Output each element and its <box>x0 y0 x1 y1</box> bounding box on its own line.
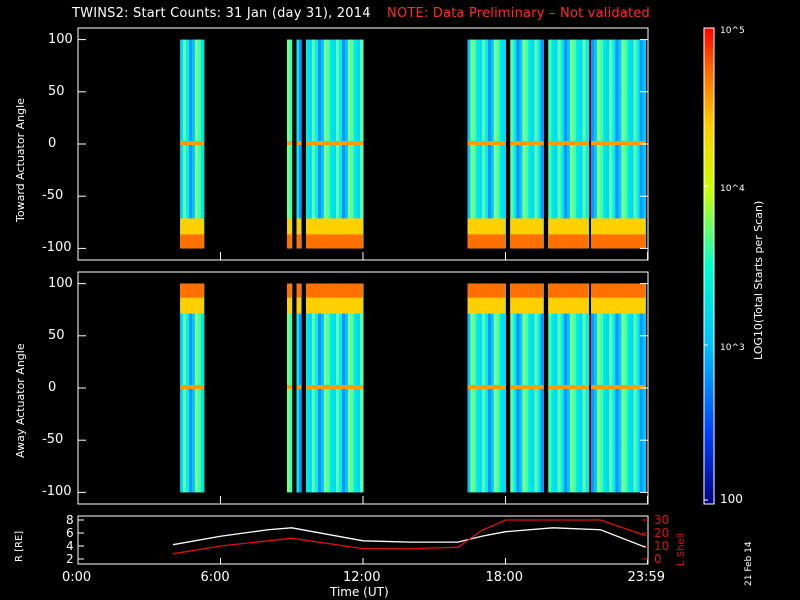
colorbar-tick-label: 10^3 <box>720 343 745 353</box>
y-tick-label: 100 <box>48 31 73 47</box>
orbit-r-tick-label: 6 <box>66 526 74 540</box>
orbit-l-tick-label: 0 <box>654 552 662 566</box>
colorbar-tick-label: 100 <box>720 492 743 506</box>
date-stamp: 21 Feb 14 <box>744 541 754 586</box>
orbit-l-tick-label: 30 <box>654 513 670 527</box>
colorbar-tick-label: 10^5 <box>720 26 745 36</box>
x-tick-label: 18:00 <box>485 570 523 585</box>
y-tick-label: -100 <box>42 484 72 500</box>
r-line <box>172 527 646 548</box>
heatmap-cell <box>296 234 302 249</box>
heatmap-cell <box>591 385 646 389</box>
orbit-l-tick-label: 10 <box>654 539 670 553</box>
heatmap-cell <box>180 283 204 298</box>
r-label: R [RE] <box>14 530 25 562</box>
heatmap-cell <box>296 218 302 249</box>
x-tick-label: 0:00 <box>62 570 92 585</box>
x-tick-label: 23:59 <box>627 570 665 585</box>
y-tick-label: -100 <box>42 240 72 256</box>
heatmap-cell <box>287 141 292 145</box>
toward-ylabel: Toward Actuator Angle <box>14 98 27 222</box>
heatmap-cell <box>296 141 302 145</box>
orbit-r-tick-label: 8 <box>66 513 74 527</box>
heatmap-cell <box>287 283 292 314</box>
y-tick-label: -50 <box>42 188 64 204</box>
heatmap-cell <box>287 283 292 298</box>
y-tick-label: 0 <box>48 380 57 395</box>
x-axis-label: Time (UT) <box>330 585 389 599</box>
orbit-panel-frame <box>77 515 649 565</box>
orbit-r-tick-label: 4 <box>66 539 74 553</box>
y-tick-label: -50 <box>42 432 64 448</box>
heatmap-cell <box>510 234 544 249</box>
colorbar-tick-label: 10^4 <box>720 184 745 194</box>
heatmap-cell <box>548 283 589 298</box>
heatmap-cell <box>296 283 302 314</box>
heatmap-cell <box>180 385 204 389</box>
title-text: TWINS2: Start Counts: 31 Jan (day 31), 2… <box>72 6 371 21</box>
y-tick-label: 50 <box>48 83 65 99</box>
away-heatmap-panel <box>180 283 647 493</box>
orbit-r-tick-label: 2 <box>66 552 74 566</box>
chart-title: TWINS2: Start Counts: 31 Jan (day 31), 2… <box>72 6 650 21</box>
heatmap-cell <box>287 385 292 389</box>
heatmap-cell <box>467 141 506 145</box>
x-tick-label: 12:00 <box>343 570 381 585</box>
heatmap-cell <box>180 141 204 145</box>
axis-ticks <box>77 27 708 564</box>
y-tick-label: 100 <box>48 275 73 291</box>
colorbar <box>703 27 715 505</box>
y-tick-label: 50 <box>48 327 65 343</box>
heatmap-cell <box>510 283 544 298</box>
heatmap-cell <box>467 234 506 249</box>
y-tick-label: 0 <box>48 136 57 151</box>
lshell-label: L Shell <box>676 532 687 566</box>
toward-heatmap-panel <box>180 39 647 249</box>
heatmap-cell <box>296 283 302 298</box>
heatmap-cell <box>591 234 646 249</box>
heatmap-cell <box>548 234 589 249</box>
heatmap-cell <box>306 283 363 298</box>
colorbar-label: LOG10(Total Starts per Scan) <box>752 200 765 360</box>
heatmap-cell <box>287 218 292 249</box>
heatmap-cell <box>510 385 544 389</box>
heatmap-cell <box>287 234 292 249</box>
preliminary-note: NOTE: Data Preliminary – Not validated <box>387 6 650 21</box>
heatmap-cell <box>548 141 589 145</box>
lshell-line <box>172 519 646 555</box>
x-tick-label: 6:00 <box>200 570 230 585</box>
heatmap-cell <box>306 234 363 249</box>
heatmap-cell <box>306 385 363 389</box>
heatmap-cell <box>467 385 506 389</box>
heatmap-cell <box>296 385 302 389</box>
heatmap-cell <box>591 141 646 145</box>
heatmap-cell <box>467 283 506 298</box>
away-ylabel: Away Actuator Angle <box>14 343 27 458</box>
heatmap-cell <box>180 234 204 249</box>
heatmap-cell <box>591 283 646 298</box>
heatmap-cell <box>306 141 363 145</box>
heatmap-cell <box>548 385 589 389</box>
orbit-lines <box>172 519 646 555</box>
heatmap-cell <box>510 141 544 145</box>
orbit-l-tick-label: 20 <box>654 526 670 540</box>
